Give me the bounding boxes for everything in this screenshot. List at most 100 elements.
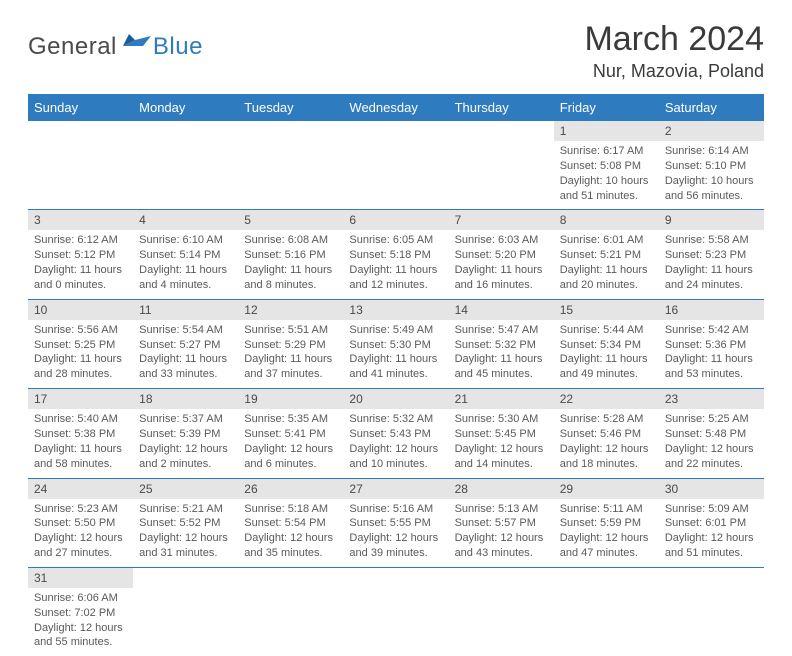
- day-number: 13: [343, 300, 448, 320]
- logo-text-general: General: [28, 33, 117, 61]
- day-number: 4: [133, 210, 238, 230]
- day-info: Sunrise: 5:47 AMSunset: 5:32 PMDaylight:…: [449, 320, 554, 388]
- calendar-cell: 9Sunrise: 5:58 AMSunset: 5:23 PMDaylight…: [659, 210, 764, 299]
- calendar-cell: 19Sunrise: 5:35 AMSunset: 5:41 PMDayligh…: [238, 389, 343, 478]
- day-number: 11: [133, 300, 238, 320]
- calendar-cell: 10Sunrise: 5:56 AMSunset: 5:25 PMDayligh…: [28, 299, 133, 388]
- day-number: 19: [238, 389, 343, 409]
- day-number: 3: [28, 210, 133, 230]
- calendar-cell: 27Sunrise: 5:16 AMSunset: 5:55 PMDayligh…: [343, 478, 448, 567]
- day-number: 22: [554, 389, 659, 409]
- calendar-cell: 22Sunrise: 5:28 AMSunset: 5:46 PMDayligh…: [554, 389, 659, 478]
- day-number: 29: [554, 479, 659, 499]
- calendar-cell: 17Sunrise: 5:40 AMSunset: 5:38 PMDayligh…: [28, 389, 133, 478]
- day-number: 15: [554, 300, 659, 320]
- calendar-cell: 18Sunrise: 5:37 AMSunset: 5:39 PMDayligh…: [133, 389, 238, 478]
- day-number: 27: [343, 479, 448, 499]
- day-info: Sunrise: 5:44 AMSunset: 5:34 PMDaylight:…: [554, 320, 659, 388]
- calendar-cell: 1Sunrise: 6:17 AMSunset: 5:08 PMDaylight…: [554, 121, 659, 210]
- calendar-table: SundayMondayTuesdayWednesdayThursdayFrid…: [28, 94, 764, 656]
- calendar-cell: 15Sunrise: 5:44 AMSunset: 5:34 PMDayligh…: [554, 299, 659, 388]
- day-info: Sunrise: 5:25 AMSunset: 5:48 PMDaylight:…: [659, 409, 764, 477]
- calendar-cell: 11Sunrise: 5:54 AMSunset: 5:27 PMDayligh…: [133, 299, 238, 388]
- weekday-header: Monday: [133, 94, 238, 121]
- day-info: Sunrise: 5:56 AMSunset: 5:25 PMDaylight:…: [28, 320, 133, 388]
- day-number: 6: [343, 210, 448, 230]
- day-info: Sunrise: 5:37 AMSunset: 5:39 PMDaylight:…: [133, 409, 238, 477]
- calendar-cell: 13Sunrise: 5:49 AMSunset: 5:30 PMDayligh…: [343, 299, 448, 388]
- weekday-header: Wednesday: [343, 94, 448, 121]
- title-block: March 2024 Nur, Mazovia, Poland: [584, 20, 764, 82]
- location: Nur, Mazovia, Poland: [584, 61, 764, 82]
- day-number: 2: [659, 121, 764, 141]
- day-info: Sunrise: 5:28 AMSunset: 5:46 PMDaylight:…: [554, 409, 659, 477]
- day-number: 10: [28, 300, 133, 320]
- day-number: 18: [133, 389, 238, 409]
- day-info: Sunrise: 5:21 AMSunset: 5:52 PMDaylight:…: [133, 499, 238, 567]
- calendar-cell: 14Sunrise: 5:47 AMSunset: 5:32 PMDayligh…: [449, 299, 554, 388]
- day-info: Sunrise: 5:49 AMSunset: 5:30 PMDaylight:…: [343, 320, 448, 388]
- logo-text-blue: Blue: [153, 33, 203, 61]
- day-number: 14: [449, 300, 554, 320]
- calendar-cell: 2Sunrise: 6:14 AMSunset: 5:10 PMDaylight…: [659, 121, 764, 210]
- day-number: 23: [659, 389, 764, 409]
- day-number: 30: [659, 479, 764, 499]
- day-info: Sunrise: 6:14 AMSunset: 5:10 PMDaylight:…: [659, 141, 764, 209]
- weekday-header: Thursday: [449, 94, 554, 121]
- weekday-header: Sunday: [28, 94, 133, 121]
- calendar-cell: 5Sunrise: 6:08 AMSunset: 5:16 PMDaylight…: [238, 210, 343, 299]
- logo-arrow-icon: [123, 28, 151, 51]
- day-info: Sunrise: 6:06 AMSunset: 7:02 PMDaylight:…: [28, 588, 133, 656]
- calendar-cell: 8Sunrise: 6:01 AMSunset: 5:21 PMDaylight…: [554, 210, 659, 299]
- calendar-cell: 23Sunrise: 5:25 AMSunset: 5:48 PMDayligh…: [659, 389, 764, 478]
- day-info: Sunrise: 6:10 AMSunset: 5:14 PMDaylight:…: [133, 230, 238, 298]
- day-info: Sunrise: 6:05 AMSunset: 5:18 PMDaylight:…: [343, 230, 448, 298]
- calendar-cell: 20Sunrise: 5:32 AMSunset: 5:43 PMDayligh…: [343, 389, 448, 478]
- day-info: Sunrise: 5:09 AMSunset: 6:01 PMDaylight:…: [659, 499, 764, 567]
- calendar-cell: 30Sunrise: 5:09 AMSunset: 6:01 PMDayligh…: [659, 478, 764, 567]
- calendar-cell: [449, 121, 554, 210]
- day-number: 12: [238, 300, 343, 320]
- day-info: Sunrise: 5:32 AMSunset: 5:43 PMDaylight:…: [343, 409, 448, 477]
- calendar-cell: 3Sunrise: 6:12 AMSunset: 5:12 PMDaylight…: [28, 210, 133, 299]
- day-number: 7: [449, 210, 554, 230]
- day-info: Sunrise: 5:30 AMSunset: 5:45 PMDaylight:…: [449, 409, 554, 477]
- weekday-header: Saturday: [659, 94, 764, 121]
- day-number: 25: [133, 479, 238, 499]
- calendar-cell: 25Sunrise: 5:21 AMSunset: 5:52 PMDayligh…: [133, 478, 238, 567]
- calendar-cell: 29Sunrise: 5:11 AMSunset: 5:59 PMDayligh…: [554, 478, 659, 567]
- calendar-cell: [343, 121, 448, 210]
- page-header: General Blue March 2024 Nur, Mazovia, Po…: [28, 20, 764, 82]
- day-number: 1: [554, 121, 659, 141]
- day-info: Sunrise: 5:51 AMSunset: 5:29 PMDaylight:…: [238, 320, 343, 388]
- calendar-cell: 21Sunrise: 5:30 AMSunset: 5:45 PMDayligh…: [449, 389, 554, 478]
- day-info: Sunrise: 5:16 AMSunset: 5:55 PMDaylight:…: [343, 499, 448, 567]
- day-number: 8: [554, 210, 659, 230]
- day-number: 5: [238, 210, 343, 230]
- day-info: Sunrise: 5:35 AMSunset: 5:41 PMDaylight:…: [238, 409, 343, 477]
- weekday-header: Friday: [554, 94, 659, 121]
- month-title: March 2024: [584, 20, 764, 59]
- calendar-cell: 28Sunrise: 5:13 AMSunset: 5:57 PMDayligh…: [449, 478, 554, 567]
- day-info: Sunrise: 5:13 AMSunset: 5:57 PMDaylight:…: [449, 499, 554, 567]
- calendar-week-row: 1Sunrise: 6:17 AMSunset: 5:08 PMDaylight…: [28, 121, 764, 210]
- day-info: Sunrise: 5:18 AMSunset: 5:54 PMDaylight:…: [238, 499, 343, 567]
- day-number: 26: [238, 479, 343, 499]
- day-number: 20: [343, 389, 448, 409]
- calendar-cell: 24Sunrise: 5:23 AMSunset: 5:50 PMDayligh…: [28, 478, 133, 567]
- day-info: Sunrise: 6:01 AMSunset: 5:21 PMDaylight:…: [554, 230, 659, 298]
- calendar-cell: 26Sunrise: 5:18 AMSunset: 5:54 PMDayligh…: [238, 478, 343, 567]
- calendar-week-row: 3Sunrise: 6:12 AMSunset: 5:12 PMDaylight…: [28, 210, 764, 299]
- calendar-body: 1Sunrise: 6:17 AMSunset: 5:08 PMDaylight…: [28, 121, 764, 656]
- day-number: 28: [449, 479, 554, 499]
- day-info: Sunrise: 5:23 AMSunset: 5:50 PMDaylight:…: [28, 499, 133, 567]
- calendar-cell: 7Sunrise: 6:03 AMSunset: 5:20 PMDaylight…: [449, 210, 554, 299]
- day-info: Sunrise: 5:42 AMSunset: 5:36 PMDaylight:…: [659, 320, 764, 388]
- weekday-header: Tuesday: [238, 94, 343, 121]
- day-number: 9: [659, 210, 764, 230]
- calendar-cell: 6Sunrise: 6:05 AMSunset: 5:18 PMDaylight…: [343, 210, 448, 299]
- day-info: Sunrise: 6:03 AMSunset: 5:20 PMDaylight:…: [449, 230, 554, 298]
- calendar-week-row: 17Sunrise: 5:40 AMSunset: 5:38 PMDayligh…: [28, 389, 764, 478]
- day-info: Sunrise: 6:12 AMSunset: 5:12 PMDaylight:…: [28, 230, 133, 298]
- calendar-cell: 16Sunrise: 5:42 AMSunset: 5:36 PMDayligh…: [659, 299, 764, 388]
